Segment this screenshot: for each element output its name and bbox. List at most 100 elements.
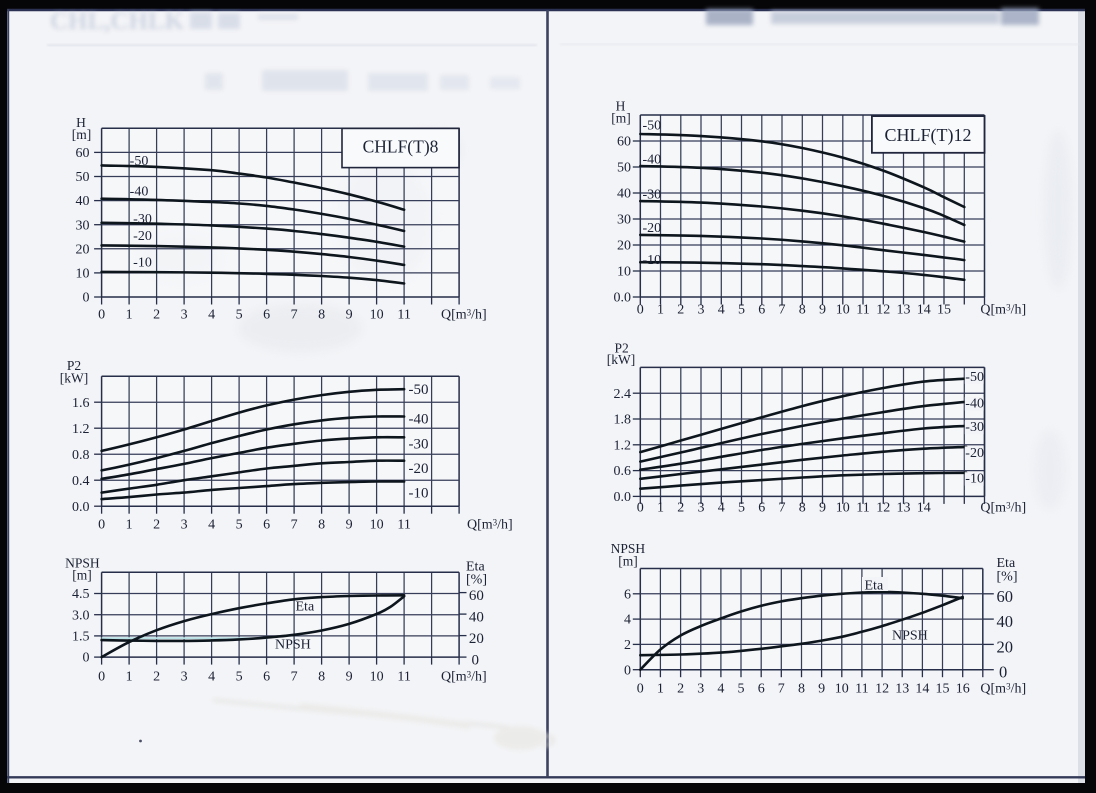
svg-text:-50: -50 — [643, 119, 662, 134]
svg-text:P2: P2 — [67, 358, 81, 373]
svg-text:Eta: Eta — [466, 559, 485, 574]
svg-text:4: 4 — [718, 501, 725, 516]
svg-text:10: 10 — [370, 518, 384, 533]
svg-text:2: 2 — [677, 682, 684, 697]
svg-text:4.5: 4.5 — [72, 587, 90, 602]
svg-text:0: 0 — [999, 663, 1007, 682]
svg-text:16: 16 — [956, 682, 970, 697]
svg-text:-20: -20 — [965, 446, 984, 461]
svg-text:7: 7 — [779, 303, 786, 318]
svg-text:-40: -40 — [643, 153, 662, 168]
svg-text:0: 0 — [624, 663, 631, 678]
svg-text:0.8: 0.8 — [72, 448, 90, 463]
svg-text:Eta: Eta — [296, 600, 315, 615]
svg-text:2: 2 — [677, 303, 684, 318]
svg-text:P2: P2 — [614, 340, 628, 355]
svg-text:2: 2 — [677, 501, 684, 516]
svg-text:30: 30 — [617, 213, 631, 228]
svg-text:-20: -20 — [409, 461, 429, 477]
svg-text:0: 0 — [83, 291, 90, 306]
svg-text:6: 6 — [624, 587, 631, 602]
svg-text:5: 5 — [236, 518, 243, 533]
svg-text:-20: -20 — [133, 229, 152, 244]
svg-text:11: 11 — [856, 501, 869, 516]
svg-text:0: 0 — [637, 501, 644, 516]
svg-text:40: 40 — [617, 187, 631, 202]
svg-text:CHL,CHLK: CHL,CHLK — [50, 8, 185, 35]
svg-text:4: 4 — [717, 682, 724, 697]
svg-text:1.2: 1.2 — [614, 438, 632, 453]
svg-text:10: 10 — [617, 265, 631, 280]
svg-text:[kW]: [kW] — [60, 371, 88, 386]
svg-text:4: 4 — [208, 518, 215, 533]
svg-text:-10: -10 — [133, 255, 152, 270]
svg-text:10: 10 — [836, 303, 850, 318]
svg-text:0.0: 0.0 — [614, 291, 632, 306]
svg-text:5: 5 — [236, 308, 243, 323]
svg-text:5: 5 — [738, 682, 745, 697]
svg-text:Q[m3/h]: Q[m3/h] — [980, 682, 1026, 697]
svg-text:6: 6 — [263, 669, 270, 684]
svg-text:3: 3 — [697, 682, 704, 697]
svg-text:1.2: 1.2 — [72, 422, 90, 437]
svg-text:20: 20 — [469, 631, 484, 647]
svg-text:40: 40 — [469, 610, 484, 626]
svg-text:NPSH: NPSH — [65, 556, 100, 571]
svg-text:[m]: [m] — [618, 554, 638, 569]
svg-text:11: 11 — [855, 682, 868, 697]
svg-text:CHLF(T)8: CHLF(T)8 — [363, 137, 439, 157]
svg-text:20: 20 — [997, 637, 1014, 656]
svg-text:-40: -40 — [965, 397, 984, 412]
svg-text:10: 10 — [836, 501, 850, 516]
svg-text:-20: -20 — [643, 221, 662, 236]
svg-text:4: 4 — [624, 613, 631, 628]
svg-text:20: 20 — [76, 242, 90, 257]
svg-text:-30: -30 — [643, 188, 662, 203]
svg-text:6: 6 — [758, 303, 765, 318]
svg-text:1: 1 — [126, 669, 133, 684]
svg-text:6: 6 — [263, 308, 270, 323]
svg-text:15: 15 — [937, 303, 951, 318]
svg-text:7: 7 — [779, 501, 786, 516]
svg-text:8: 8 — [318, 669, 325, 684]
svg-text:4: 4 — [208, 669, 215, 684]
svg-text:1: 1 — [657, 501, 664, 516]
svg-text:2: 2 — [153, 308, 160, 323]
svg-text:9: 9 — [819, 303, 826, 318]
svg-text:1.6: 1.6 — [72, 396, 90, 411]
svg-text:7: 7 — [778, 682, 785, 697]
svg-text:9: 9 — [346, 669, 353, 684]
svg-text:13: 13 — [895, 682, 909, 697]
svg-text:-50: -50 — [965, 370, 984, 385]
svg-text:14: 14 — [915, 682, 929, 697]
svg-text:6: 6 — [263, 518, 270, 533]
svg-text:3: 3 — [698, 303, 705, 318]
svg-text:8: 8 — [799, 303, 806, 318]
svg-text:11: 11 — [397, 518, 410, 533]
svg-text:-30: -30 — [965, 420, 984, 435]
svg-text:NPSH: NPSH — [275, 638, 311, 653]
svg-text:-40: -40 — [409, 412, 429, 428]
svg-text:50: 50 — [76, 170, 90, 185]
svg-text:1.8: 1.8 — [614, 413, 632, 428]
svg-text:0: 0 — [98, 518, 105, 533]
svg-text:0: 0 — [637, 303, 644, 318]
svg-text:[m]: [m] — [611, 110, 631, 125]
svg-text:6: 6 — [758, 501, 765, 516]
svg-text:0: 0 — [637, 682, 644, 697]
svg-text:1: 1 — [126, 518, 133, 533]
svg-text:5: 5 — [738, 501, 745, 516]
svg-text:-30: -30 — [133, 212, 152, 227]
svg-text:12: 12 — [875, 682, 889, 697]
svg-text:14: 14 — [917, 303, 931, 318]
svg-text:6: 6 — [758, 682, 765, 697]
svg-text:Q[m3/h]: Q[m3/h] — [980, 501, 1026, 516]
svg-text:-50: -50 — [409, 382, 429, 398]
svg-text:-10: -10 — [643, 253, 662, 268]
svg-text:0.0: 0.0 — [72, 500, 90, 515]
svg-text:10: 10 — [835, 682, 849, 697]
svg-text:60: 60 — [997, 587, 1014, 606]
svg-text:13: 13 — [897, 501, 911, 516]
svg-text:8: 8 — [798, 682, 805, 697]
svg-text:14: 14 — [917, 501, 931, 516]
